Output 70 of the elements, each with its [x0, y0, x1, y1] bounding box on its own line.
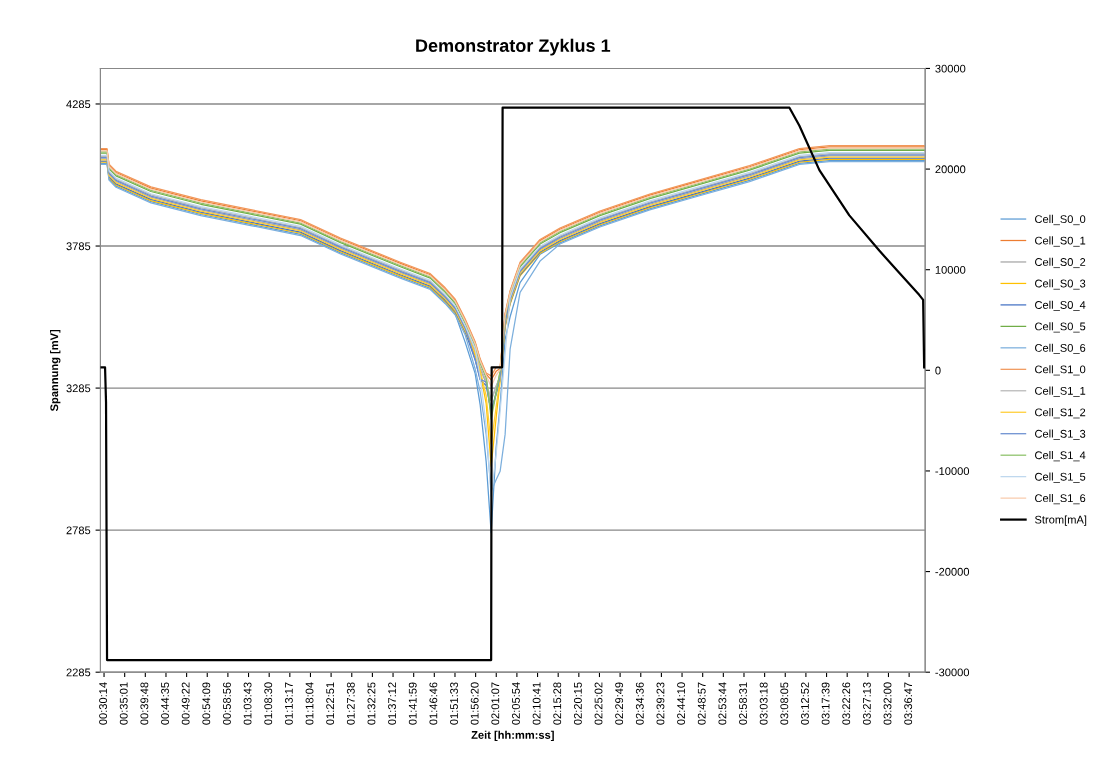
y2-tick-label: 0: [935, 366, 941, 375]
x-tick-label: 02:48:57: [697, 682, 706, 725]
x-tick-label: 00:49:22: [181, 682, 190, 725]
x-tick-label: 01:08:30: [264, 682, 273, 725]
x-tick-label: 03:22:26: [842, 682, 851, 725]
legend-label: Cell_S0_4: [1035, 300, 1086, 311]
legend-label: Cell_S0_6: [1035, 343, 1086, 354]
x-tick-label: 00:58:56: [223, 682, 231, 725]
legend-label: Cell_S0_3: [1035, 279, 1086, 290]
x-tick-label: 00:39:48: [140, 682, 149, 725]
legend-label: Cell_S1_2: [1035, 408, 1086, 419]
legend-label: Cell_S0_5: [1035, 322, 1086, 333]
x-tick-label: 02:01:07: [491, 682, 500, 725]
x-tick-label: 02:58:31: [739, 682, 747, 725]
y2-tick-label: -20000: [935, 567, 970, 576]
x-tick-label: 00:35:01: [119, 682, 128, 725]
x-tick-label: 01:32:25: [367, 682, 376, 725]
x-tick-label: 02:34:36: [635, 682, 644, 725]
y-tick-label: 2285: [66, 668, 91, 677]
y-tick-label: 4285: [66, 100, 91, 109]
y-tick-label: 3785: [66, 242, 91, 251]
legend-label: Cell_S1_6: [1035, 493, 1086, 505]
y-tick-label: 3285: [66, 384, 91, 393]
x-tick-label: 03:36:47: [904, 682, 913, 725]
y2-tick-label: 10000: [935, 265, 966, 274]
legend-label: Cell_S0_1: [1035, 236, 1086, 247]
x-tick-label: 00:54:09: [202, 682, 211, 725]
legend-label: Cell_S1_3: [1035, 429, 1086, 440]
y2-tick-label: -30000: [935, 668, 970, 677]
x-tick-label: 01:46:46: [429, 682, 438, 725]
y2-tick-label: -10000: [935, 467, 970, 476]
chart-title: Demonstrator Zyklus 1: [416, 38, 611, 56]
x-tick-label: 03:27:13: [862, 682, 871, 725]
legend-label: Cell_S0_0: [1035, 214, 1086, 226]
x-tick-label: 02:10:41: [532, 682, 541, 725]
x-tick-label: 01:37:12: [388, 682, 397, 725]
x-tick-label: 01:13:17: [284, 682, 293, 725]
x-tick-label: 01:22:51: [326, 682, 335, 725]
x-tick-label: 02:05:54: [512, 682, 520, 725]
legend-label: Cell_S1_1: [1035, 386, 1086, 397]
x-tick-label: 01:51:33: [450, 682, 458, 725]
x-tick-label: 02:29:49: [615, 682, 624, 725]
legend-label: Strom[mA]: [1034, 515, 1087, 526]
x-tick-label: 02:25:02: [594, 682, 603, 725]
x-tick-label: 01:41:59: [408, 682, 417, 725]
x-tick-label: 02:44:10: [677, 682, 686, 725]
legend-label: Cell_S1_0: [1035, 365, 1086, 376]
x-tick-label: 01:03:43: [243, 682, 252, 725]
x-tick-label: 03:12:52: [801, 682, 809, 725]
legend-label: Cell_S1_5: [1035, 472, 1086, 483]
x-tick-label: 02:20:15: [573, 682, 582, 725]
x-tick-label: 03:17:39: [821, 682, 830, 725]
y-tick-label: 2785: [66, 526, 91, 535]
x-tick-label: 02:15:28: [553, 682, 562, 725]
x-tick-label: 01:56:20: [470, 682, 479, 725]
x-tick-label: 03:03:18: [759, 682, 768, 725]
x-tick-label: 01:18:04: [305, 682, 314, 725]
x-tick-label: 02:39:23: [656, 682, 665, 725]
y2-tick-label: 20000: [935, 165, 966, 174]
x-tick-label: 03:08:05: [780, 682, 789, 725]
x-tick-label: 00:44:35: [161, 682, 169, 725]
y2-tick-label: 30000: [935, 64, 966, 73]
x-tick-label: 01:27:38: [346, 682, 355, 725]
x-axis-title: Zeit [hh:mm:ss]: [471, 730, 554, 742]
x-tick-label: 02:53:44: [718, 682, 727, 725]
x-tick-label: 00:30:14: [99, 682, 108, 725]
legend-label: Cell_S0_2: [1035, 257, 1086, 269]
legend-label: Cell_S1_4: [1035, 451, 1086, 462]
x-tick-label: 03:32:00: [883, 682, 892, 725]
y-axis-title: Spannung [mV]: [50, 329, 61, 412]
